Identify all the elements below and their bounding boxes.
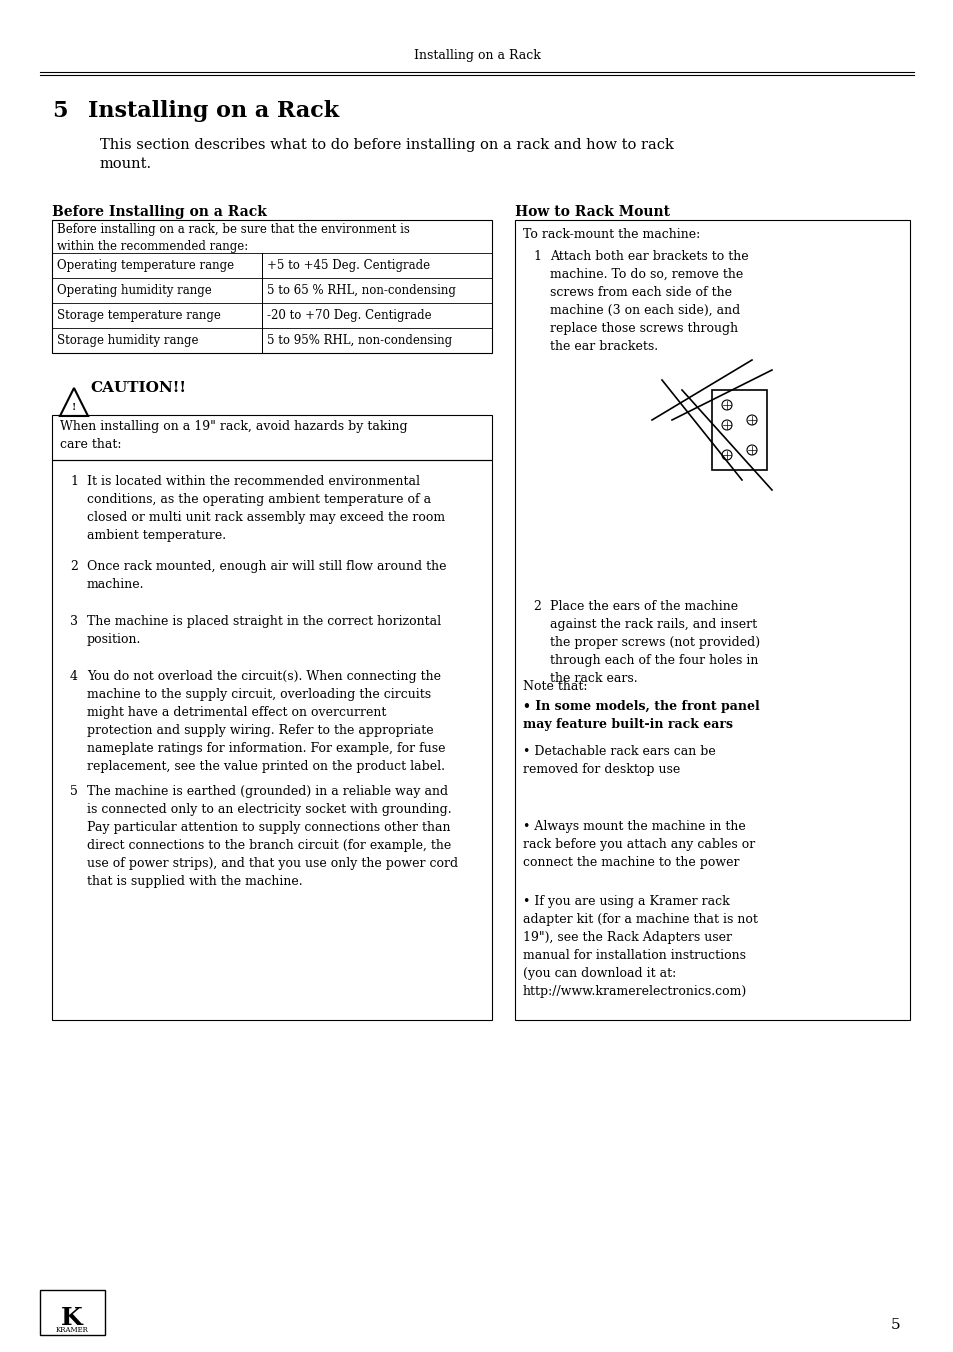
Text: !: ! bbox=[71, 403, 76, 412]
Bar bbox=[40, 1290, 105, 1334]
Text: This section describes what to do before installing on a rack and how to rack
mo: This section describes what to do before… bbox=[100, 138, 673, 172]
Text: 5 to 65 % RHL, non-condensing: 5 to 65 % RHL, non-condensing bbox=[267, 284, 456, 297]
Text: 3: 3 bbox=[70, 615, 78, 627]
Text: 5 to 95% RHL, non-condensing: 5 to 95% RHL, non-condensing bbox=[267, 334, 452, 347]
Text: • If you are using a Kramer rack
adapter kit (for a machine that is not
19"), se: • If you are using a Kramer rack adapter… bbox=[522, 895, 757, 998]
Text: When installing on a 19" rack, avoid hazards by taking
care that:: When installing on a 19" rack, avoid haz… bbox=[60, 420, 407, 452]
Text: 1: 1 bbox=[533, 250, 540, 264]
Text: 4: 4 bbox=[70, 671, 78, 683]
Text: Installing on a Rack: Installing on a Rack bbox=[414, 49, 539, 61]
Text: Storage humidity range: Storage humidity range bbox=[57, 334, 198, 347]
Text: To rack-mount the machine:: To rack-mount the machine: bbox=[522, 228, 700, 241]
Text: 5: 5 bbox=[889, 1318, 899, 1332]
Text: KRAMER: KRAMER bbox=[55, 1326, 89, 1334]
Text: The machine is placed straight in the correct horizontal
position.: The machine is placed straight in the co… bbox=[87, 615, 440, 646]
Text: The machine is earthed (grounded) in a reliable way and
is connected only to an : The machine is earthed (grounded) in a r… bbox=[87, 786, 457, 888]
Text: • Detachable rack ears can be
removed for desktop use: • Detachable rack ears can be removed fo… bbox=[522, 745, 715, 776]
Text: K: K bbox=[61, 1306, 83, 1330]
Bar bbox=[52, 220, 492, 353]
Text: -20 to +70 Deg. Centigrade: -20 to +70 Deg. Centigrade bbox=[267, 310, 431, 322]
Text: 2: 2 bbox=[70, 560, 78, 573]
Text: Operating humidity range: Operating humidity range bbox=[57, 284, 212, 297]
Text: Before Installing on a Rack: Before Installing on a Rack bbox=[52, 206, 267, 219]
Text: 5: 5 bbox=[70, 786, 78, 798]
Bar bbox=[52, 460, 492, 1019]
Bar bbox=[515, 220, 909, 1019]
Text: 1: 1 bbox=[70, 475, 78, 488]
Text: +5 to +45 Deg. Centigrade: +5 to +45 Deg. Centigrade bbox=[267, 260, 430, 272]
Text: Once rack mounted, enough air will still flow around the
machine.: Once rack mounted, enough air will still… bbox=[87, 560, 446, 591]
Text: Installing on a Rack: Installing on a Rack bbox=[88, 100, 338, 122]
Text: CAUTION!!: CAUTION!! bbox=[90, 381, 186, 395]
Text: • Always mount the machine in the
rack before you attach any cables or
connect t: • Always mount the machine in the rack b… bbox=[522, 821, 755, 869]
Bar bbox=[52, 415, 492, 460]
Text: Before installing on a rack, be sure that the environment is
within the recommen: Before installing on a rack, be sure tha… bbox=[57, 223, 410, 253]
Text: Place the ears of the machine
against the rack rails, and insert
the proper scre: Place the ears of the machine against th… bbox=[550, 600, 760, 685]
Text: • In some models, the front panel
may feature built-in rack ears: • In some models, the front panel may fe… bbox=[522, 700, 759, 731]
Text: It is located within the recommended environmental
conditions, as the operating : It is located within the recommended env… bbox=[87, 475, 445, 542]
Text: Note that:: Note that: bbox=[522, 680, 587, 694]
Text: You do not overload the circuit(s). When connecting the
machine to the supply ci: You do not overload the circuit(s). When… bbox=[87, 671, 445, 773]
Text: How to Rack Mount: How to Rack Mount bbox=[515, 206, 669, 219]
Text: Operating temperature range: Operating temperature range bbox=[57, 260, 233, 272]
Text: Attach both ear brackets to the
machine. To do so, remove the
screws from each s: Attach both ear brackets to the machine.… bbox=[550, 250, 748, 353]
Text: 5: 5 bbox=[52, 100, 68, 122]
Text: Storage temperature range: Storage temperature range bbox=[57, 310, 221, 322]
Text: 2: 2 bbox=[533, 600, 540, 612]
